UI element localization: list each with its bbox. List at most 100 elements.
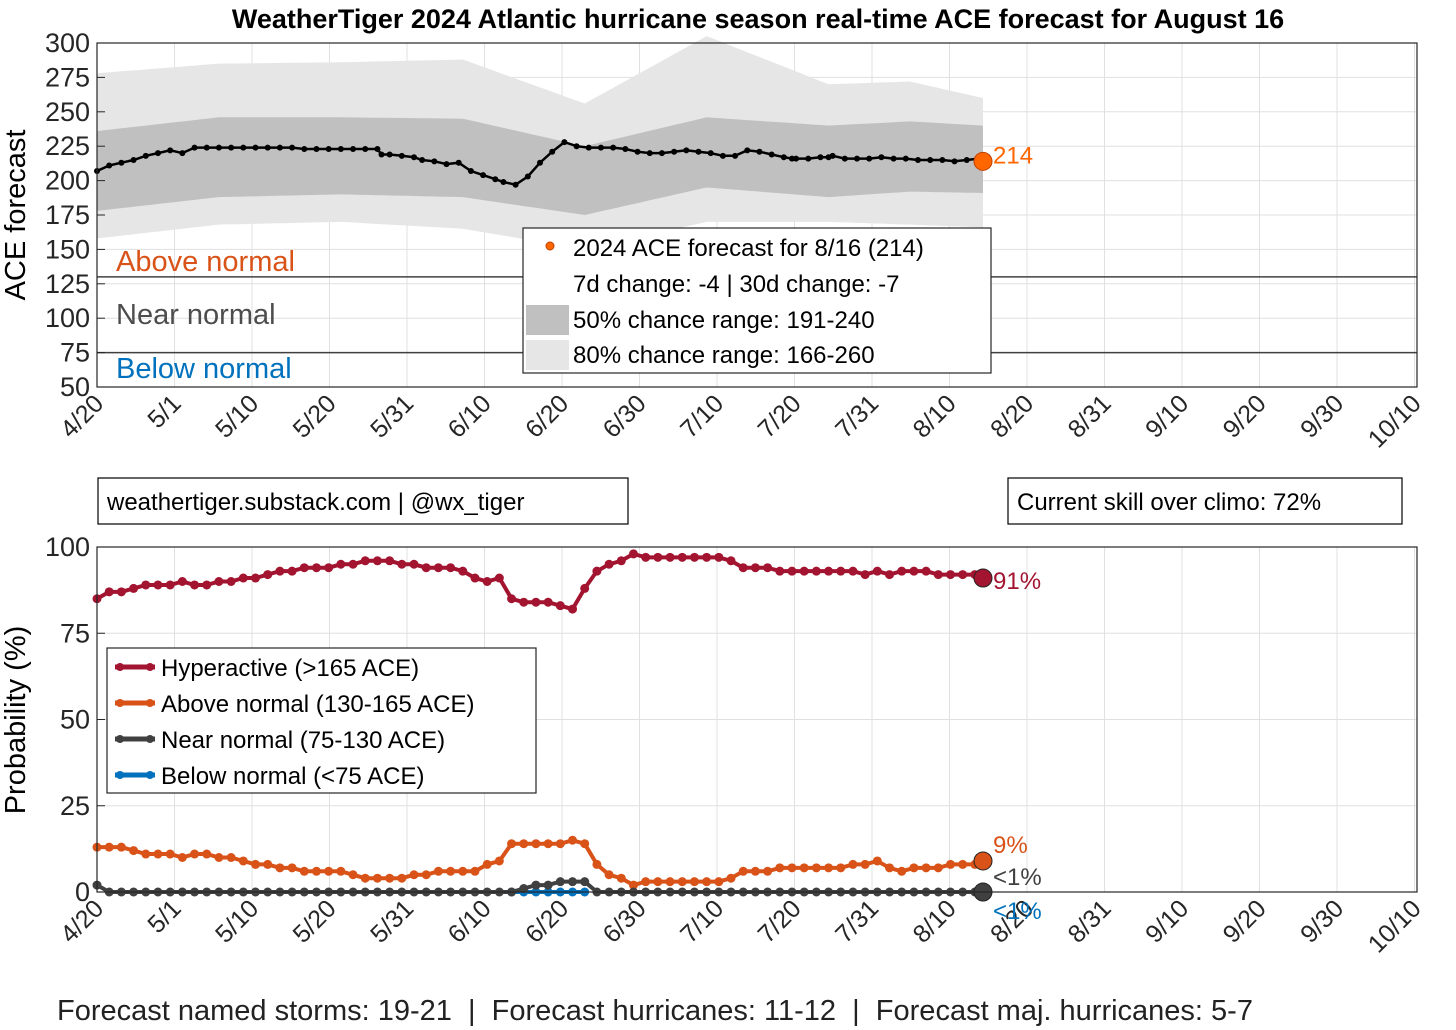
- series-point: [933, 570, 943, 580]
- y-tick-label: 50: [60, 372, 90, 402]
- series-point: [372, 873, 382, 883]
- forecast-point: [719, 152, 726, 159]
- series-point: [592, 859, 602, 869]
- series-point: [299, 563, 309, 573]
- series-point: [921, 863, 931, 873]
- series-point: [616, 556, 626, 566]
- series-point: [165, 580, 175, 590]
- series-point: [653, 877, 663, 887]
- series-point: [677, 877, 687, 887]
- series-point: [409, 559, 419, 569]
- legend-band50-swatch: [526, 305, 569, 335]
- bottom-x-ticks: 4/20 5/1 5/10 5/20 5/31 6/10 6/20 6/30 7/10 7/20 7…: [55, 894, 1427, 958]
- forecast-point: [154, 150, 161, 157]
- series-point: [177, 853, 187, 862]
- forecast-point: [378, 151, 385, 158]
- series-point: [811, 566, 821, 576]
- series-point: [177, 577, 187, 586]
- bottom-y-ticks: 0 25 50 75 100: [45, 532, 105, 907]
- series-point: [360, 556, 370, 566]
- series-point: [616, 873, 626, 883]
- forecast-points: [94, 139, 986, 188]
- forecast-point: [890, 155, 897, 162]
- forecast-point: [866, 155, 873, 162]
- legend-dot: [116, 735, 124, 743]
- x-tick-label: 7/31: [830, 389, 884, 443]
- y-tick-label: 100: [45, 303, 90, 333]
- forecast-point: [362, 145, 369, 152]
- region-label-below-normal: Below normal: [116, 353, 292, 385]
- forecast-point: [658, 150, 665, 157]
- series-point: [580, 877, 590, 887]
- series-point: [324, 866, 334, 876]
- series-point: [702, 552, 712, 562]
- series-point: [141, 849, 151, 859]
- series-point: [945, 859, 955, 869]
- x-tick-label: 6/30: [598, 389, 652, 443]
- x-tick-label: 6/20: [520, 894, 574, 948]
- series-point: [763, 563, 773, 573]
- forecast-point: [215, 144, 222, 151]
- forecast-end-marker: [973, 151, 993, 171]
- x-tick-label: 8/31: [1063, 389, 1117, 443]
- series-point: [665, 552, 675, 562]
- series-point: [116, 587, 126, 597]
- series-point: [604, 559, 614, 569]
- series-point: [872, 566, 882, 576]
- series-point: [336, 866, 346, 876]
- series-point: [921, 566, 931, 576]
- forecast-point: [455, 159, 462, 166]
- series-point: [202, 849, 212, 859]
- series-point: [372, 556, 382, 566]
- forecast-point: [480, 172, 487, 179]
- series-point: [811, 863, 821, 873]
- series-point: [933, 863, 943, 873]
- legend-dot: [146, 663, 154, 671]
- x-tick-label: 9/30: [1295, 894, 1349, 948]
- series-point: [104, 587, 114, 597]
- x-tick-label: 8/31: [1063, 894, 1117, 948]
- forecast-point: [780, 154, 787, 161]
- series-point: [251, 573, 261, 583]
- series-point: [324, 563, 334, 573]
- forecast-point: [264, 144, 271, 151]
- series-end-label: <1%: [993, 898, 1042, 925]
- series-point: [799, 863, 809, 873]
- forecast-point: [817, 154, 824, 161]
- forecast-point: [646, 150, 653, 157]
- y-tick-label: 275: [45, 62, 90, 92]
- series-point: [251, 859, 261, 869]
- series-point: [226, 853, 236, 862]
- y-tick-label: 75: [60, 618, 90, 648]
- series-point: [689, 877, 699, 887]
- y-tick-label: 200: [45, 166, 90, 196]
- series-point: [409, 870, 419, 880]
- series-point: [116, 842, 126, 852]
- series-point: [726, 873, 736, 883]
- series-end-label: 9%: [993, 832, 1028, 859]
- top-y-axis-label: ACE forecast: [0, 130, 32, 301]
- series-point: [958, 570, 968, 580]
- forecast-point: [142, 152, 149, 159]
- series-point: [482, 859, 492, 869]
- forecast-point: [524, 173, 531, 180]
- x-tick-label: 9/20: [1218, 389, 1272, 443]
- forecast-point: [313, 145, 320, 152]
- series-point: [458, 866, 468, 876]
- series-point: [263, 570, 273, 580]
- x-tick-label: 5/20: [288, 389, 342, 443]
- bottom-y-axis-label: Probability (%): [0, 626, 32, 815]
- series-point: [287, 566, 297, 576]
- x-tick-label: 5/1: [142, 894, 186, 938]
- series-point: [202, 580, 212, 590]
- probability-end-labels: 91% 9% <1% <1%: [993, 568, 1042, 925]
- legend-dot: [146, 771, 154, 779]
- series-point: [543, 839, 553, 849]
- series-point: [568, 604, 578, 614]
- forecast-point: [191, 144, 198, 151]
- series-point: [238, 856, 248, 866]
- x-tick-label: 4/20: [55, 894, 109, 948]
- forecast-point: [350, 145, 357, 152]
- series-point: [872, 856, 882, 866]
